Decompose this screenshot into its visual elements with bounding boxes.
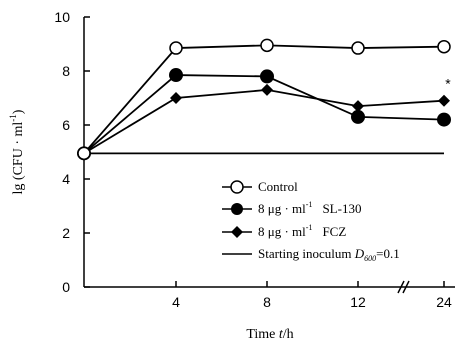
point-sl130 xyxy=(437,112,451,127)
legend-sl130-prefix: 8 μg · ml xyxy=(258,201,306,216)
point-control xyxy=(437,39,451,54)
x-axis-break-mark xyxy=(402,280,410,294)
x-tick-label: 24 xyxy=(436,294,452,310)
legend-marker-sl130 xyxy=(231,203,243,215)
point-fcz xyxy=(261,83,273,96)
legend-sl130-name: SL-130 xyxy=(322,201,361,216)
y-tick-label: 10 xyxy=(54,9,70,25)
x-axis-break-mark xyxy=(397,280,405,294)
legend-marker-fcz xyxy=(231,226,243,238)
y-tick-label: 2 xyxy=(62,225,70,241)
plot-area xyxy=(77,38,451,161)
legend: Control 8 μg · ml-1 SL-130 8 μg · ml-1 FCZ… xyxy=(222,179,400,263)
point-control xyxy=(169,41,183,55)
series-line-2 xyxy=(83,88,445,155)
y-tick-label: 0 xyxy=(62,279,70,295)
point-control xyxy=(351,41,365,55)
legend-inoculum-suffix: =0.1 xyxy=(376,246,400,261)
legend-inoculum-prefix: Starting inoculum xyxy=(258,246,355,261)
y-tick-label: 4 xyxy=(62,171,70,187)
legend-marker-control xyxy=(230,180,244,194)
y-axis-title-exp: -1 xyxy=(8,114,18,122)
legend-label-fcz: 8 μg · ml-1 FCZ xyxy=(258,223,346,239)
x-axis-title-unit: /h xyxy=(283,327,294,342)
legend-inoculum-sub: 600 xyxy=(364,254,376,263)
y-tick-label: 6 xyxy=(62,117,70,133)
point-sl130 xyxy=(351,109,365,124)
y-axis-title-prefix: lg (CFU · ml xyxy=(11,122,26,195)
x-tick-label: 8 xyxy=(263,294,271,310)
point-fcz xyxy=(170,92,182,104)
legend-inoculum-var: D xyxy=(354,246,365,261)
legend-fcz-prefix: 8 μg · ml xyxy=(258,224,306,239)
point-fcz xyxy=(438,94,450,107)
x-ticks: 4 8 12 24 xyxy=(172,281,452,310)
x-axis-title: Time t/h xyxy=(246,327,293,342)
legend-fcz-exp: -1 xyxy=(306,223,313,232)
y-axis-title: lg (CFU · ml-1) xyxy=(8,109,26,194)
legend-label-sl130: 8 μg · ml-1 SL-130 xyxy=(258,200,361,216)
y-axis-title-suffix: ) xyxy=(11,109,26,114)
point-sl130 xyxy=(260,69,274,84)
significance-asterisk: * xyxy=(445,76,451,92)
legend-label-control: Control xyxy=(258,179,298,194)
point-fcz xyxy=(352,100,364,113)
y-ticks: 0 2 4 6 8 10 xyxy=(54,9,90,295)
series-line-0 xyxy=(83,44,445,154)
point-control xyxy=(77,146,91,161)
series-line-1 xyxy=(83,74,445,155)
legend-fcz-name: FCZ xyxy=(322,224,346,239)
y-tick-label: 8 xyxy=(62,63,70,79)
legend-label-inoculum: Starting inoculum D600=0.1 xyxy=(258,246,400,263)
x-axis-title-prefix: Time xyxy=(246,327,279,342)
x-tick-label: 4 xyxy=(172,294,180,310)
legend-sl130-exp: -1 xyxy=(306,200,313,209)
x-axis-title-var: t xyxy=(279,327,284,342)
point-control xyxy=(260,38,274,53)
point-sl130 xyxy=(169,68,183,83)
x-tick-label: 12 xyxy=(350,294,366,310)
